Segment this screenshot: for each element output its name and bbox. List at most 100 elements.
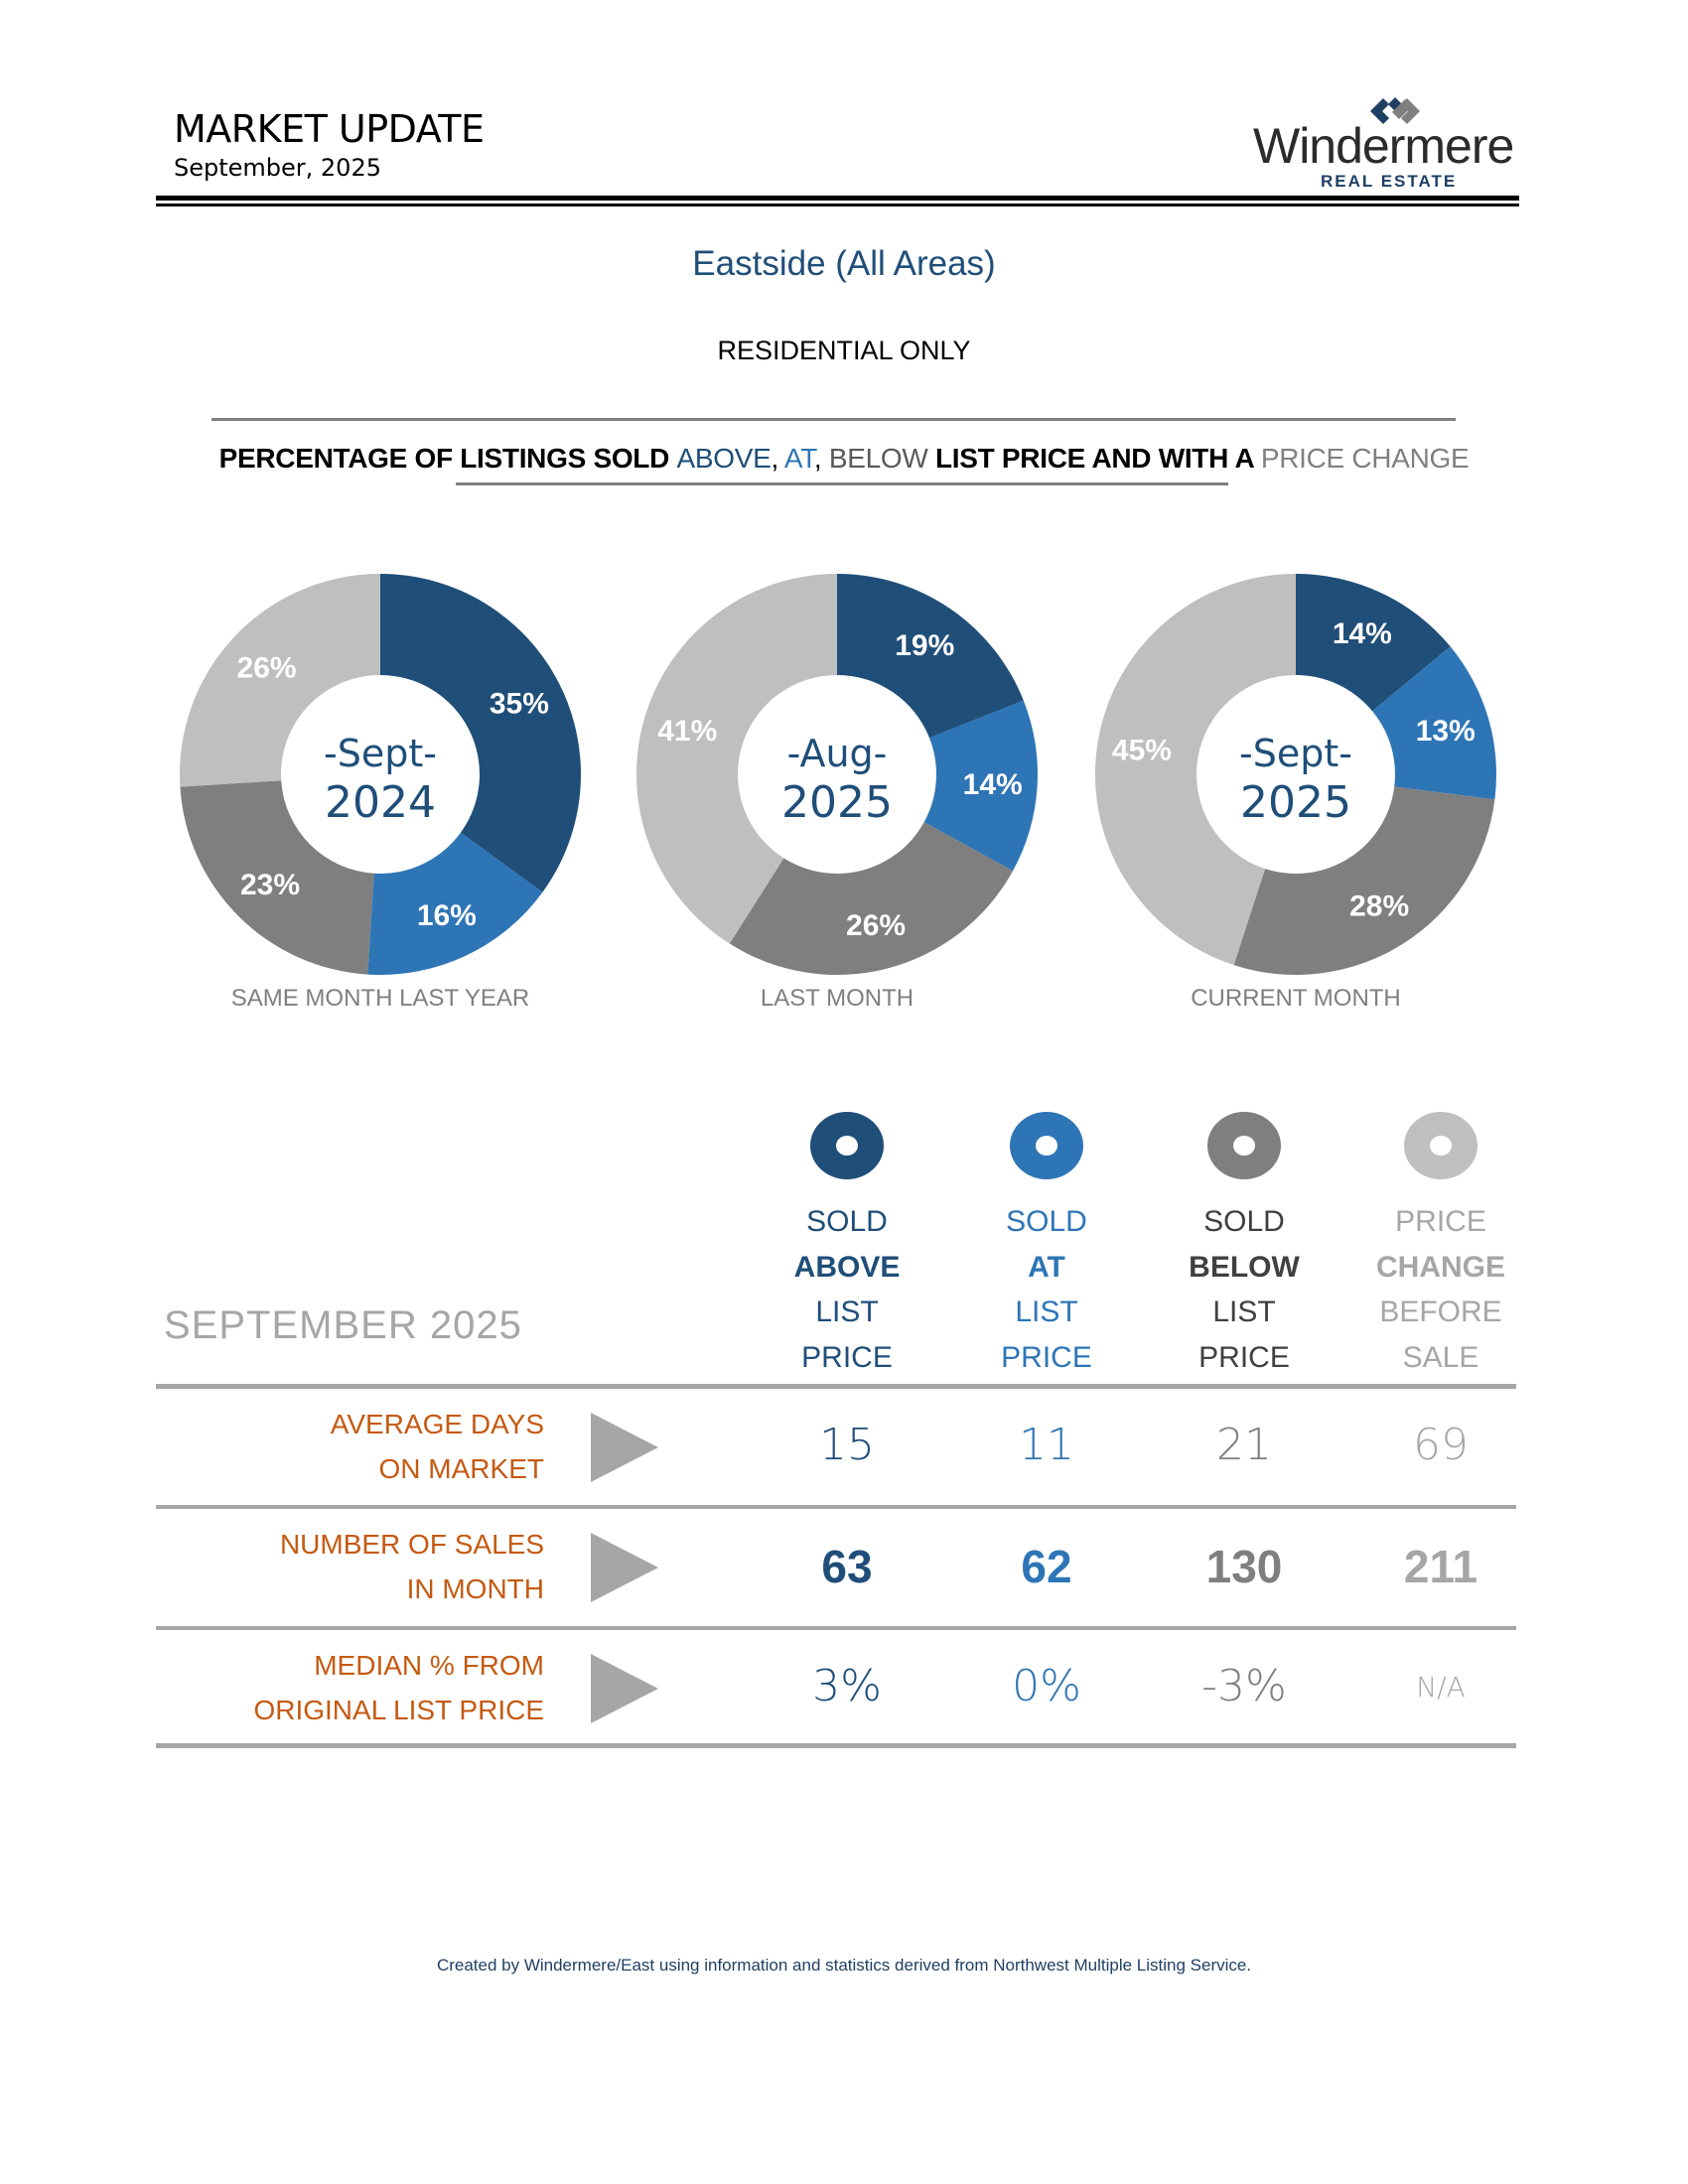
slice-at <box>367 832 543 975</box>
slice-price-change <box>1095 574 1296 966</box>
headline-at: AT <box>783 443 814 474</box>
slice-label-at: 13% <box>1416 715 1476 748</box>
column-header-4: PRICE CHANGE BEFORE SALE <box>1341 1112 1540 1380</box>
donut-icon <box>810 1112 884 1179</box>
column-header-line: CHANGE <box>1375 1250 1505 1284</box>
table-cell: 15 <box>819 1420 875 1470</box>
month-label: SEPTEMBER 2025 <box>164 1303 522 1347</box>
column-header-line: SOLD <box>1203 1205 1285 1238</box>
column-header-line: PRICE <box>1198 1340 1290 1374</box>
row-label: NUMBER OF SALES IN MONTH <box>199 1522 544 1611</box>
column-header-1: SOLD ABOVE LIST PRICE <box>748 1112 946 1380</box>
donut-chart-3: 14% 13% 28% 45% -Sept-2025 CURRENT MONTH <box>1095 574 1496 1012</box>
table-cell: 62 <box>1021 1541 1072 1592</box>
table-cell: 21 <box>1216 1420 1272 1470</box>
slice-at <box>923 700 1038 872</box>
donut-caption: SAME MONTH LAST YEAR <box>231 985 530 1012</box>
table-rule-bottom <box>156 1743 1516 1748</box>
column-header-line: PRICE <box>801 1340 893 1374</box>
property-type-subtitle: RESIDENTIAL ONLY <box>717 336 971 365</box>
chart-headline: PERCENTAGE OF LISTINGS SOLD ABOVE, AT, B… <box>0 443 1688 475</box>
slice-at <box>1372 646 1496 800</box>
headline-comma-1: , <box>771 443 784 474</box>
table-cell: 69 <box>1413 1420 1469 1470</box>
column-header-line: ABOVE <box>793 1250 901 1284</box>
slice-label-above: 35% <box>490 688 549 721</box>
slice-label-below: 28% <box>1349 890 1409 923</box>
triangle-arrow-icon <box>591 1533 658 1602</box>
row-label-line: MEDIAN % FROM <box>314 1650 544 1681</box>
headline-below: BELOW <box>828 443 928 474</box>
table-cell: 211 <box>1403 1541 1478 1592</box>
headline-above: ABOVE <box>676 443 772 474</box>
slice-label-below: 26% <box>846 909 906 942</box>
table-cell: 63 <box>821 1541 873 1592</box>
report-title: MARKET UPDATE <box>174 107 485 151</box>
table-cell: 3% <box>812 1661 882 1711</box>
headline-prefix: PERCENTAGE OF LISTINGS SOLD <box>218 443 677 474</box>
column-header-line: LIST <box>815 1296 879 1328</box>
column-header-2: SOLD AT LIST PRICE <box>947 1112 1146 1380</box>
slice-price-change <box>635 574 837 944</box>
table-cell: N/A <box>1416 1671 1466 1704</box>
row-label: MEDIAN % FROM ORIGINAL LIST PRICE <box>199 1643 544 1732</box>
column-header-line: BELOW <box>1189 1250 1300 1284</box>
header-rule-thin <box>156 204 1519 206</box>
headline-price-change: PRICE CHANGE <box>1260 443 1470 474</box>
slice-label-below: 23% <box>240 869 300 901</box>
slice-below <box>729 822 1014 975</box>
logo-subtitle: REAL ESTATE <box>1321 172 1458 191</box>
donut-icon <box>1404 1112 1477 1179</box>
slice-above <box>1296 574 1451 712</box>
table-rule-2 <box>156 1626 1516 1630</box>
donut-center-month: -Aug- <box>787 732 888 775</box>
slice-label-at: 16% <box>417 899 477 932</box>
column-header-line: LIST <box>1212 1296 1276 1328</box>
row-label-line: AVERAGE DAYS <box>330 1409 544 1439</box>
column-header-line: AT <box>1028 1250 1065 1284</box>
column-header-line: PRICE <box>1001 1340 1092 1374</box>
slice-label-price-change: 26% <box>237 652 297 685</box>
table-rule-1 <box>156 1505 1516 1509</box>
row-label-line: ON MARKET <box>378 1453 544 1484</box>
logo-wordmark: Windermere <box>1253 118 1514 174</box>
slice-label-above: 19% <box>895 629 954 662</box>
donut-center-month: -Sept- <box>1239 732 1352 775</box>
table-rule-top <box>156 1384 1516 1389</box>
slice-label-at: 14% <box>963 768 1023 801</box>
table-cell: -3% <box>1201 1661 1287 1711</box>
donut-icon <box>1207 1112 1281 1179</box>
header-rule-thick <box>156 196 1519 201</box>
slice-label-price-change: 45% <box>1112 734 1172 766</box>
donut-caption: LAST MONTH <box>761 985 914 1012</box>
logo-right-chevron <box>1401 98 1420 124</box>
column-header-line: LIST <box>1015 1296 1078 1328</box>
row-label-line: ORIGINAL LIST PRICE <box>253 1695 544 1725</box>
donut-center-year: 2025 <box>781 777 893 828</box>
slice-below <box>1233 786 1495 975</box>
column-header-line: SALE <box>1402 1340 1479 1374</box>
headline-bottom-rule <box>456 482 1228 485</box>
column-header-3: SOLD BELOW LIST PRICE <box>1145 1112 1343 1380</box>
donut-center-month: -Sept- <box>324 732 437 775</box>
donut-chart-2: 19% 14% 26% 41% -Aug-2025 LAST MONTH <box>635 574 1038 1012</box>
triangle-arrow-icon <box>591 1413 658 1482</box>
row-label-line: NUMBER OF SALES <box>279 1529 544 1560</box>
donut-center-year: 2025 <box>1240 777 1351 828</box>
table-cell: 0% <box>1012 1661 1081 1711</box>
row-label-line: IN MONTH <box>406 1573 544 1604</box>
headline-comma-2: , <box>813 443 829 474</box>
donut-chart-1: 35% 16% 23% 26% -Sept-2024 SAME MONTH LAST YE… <box>180 574 581 1012</box>
slice-above <box>837 574 1024 739</box>
windermere-logo-icon <box>1370 97 1420 124</box>
column-header-line: SOLD <box>806 1205 888 1238</box>
table-cell: 130 <box>1205 1541 1283 1592</box>
headline-top-rule <box>211 418 1456 421</box>
slice-label-price-change: 41% <box>657 715 717 748</box>
logo-left-chevron <box>1370 98 1389 124</box>
column-header-line: PRICE <box>1395 1205 1486 1238</box>
slice-price-change <box>180 574 380 787</box>
slice-above <box>380 574 581 892</box>
table-cell: 11 <box>1019 1420 1074 1470</box>
